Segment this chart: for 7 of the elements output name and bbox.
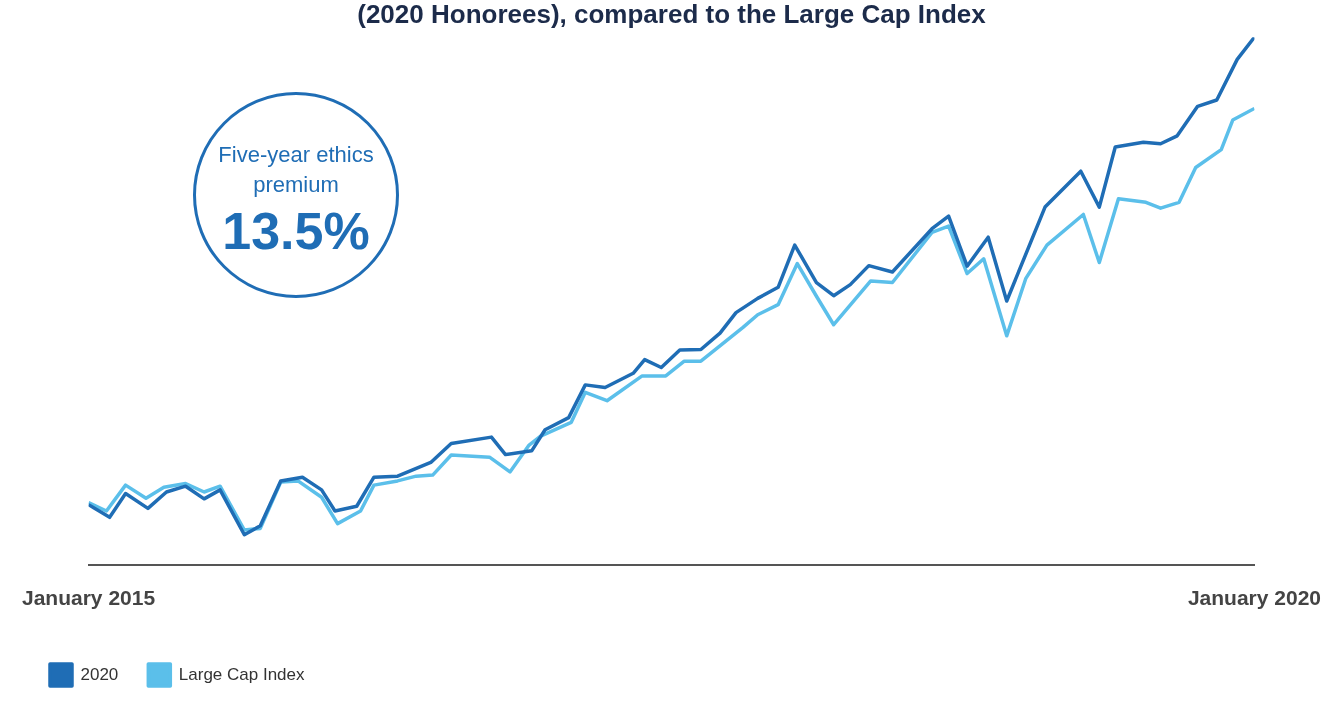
chart-title: (2020 Honorees), compared to the Large Cap Index	[357, 0, 987, 29]
legend-label: Large Cap Index	[178, 664, 306, 684]
x-tick-label: January 2020	[1187, 586, 1322, 610]
legend-label: 2020	[80, 664, 119, 684]
x-tick-label: January 2015	[21, 586, 156, 610]
annotation: 13.5%	[221, 201, 371, 262]
annotation: Five-year ethics premium	[217, 141, 375, 199]
